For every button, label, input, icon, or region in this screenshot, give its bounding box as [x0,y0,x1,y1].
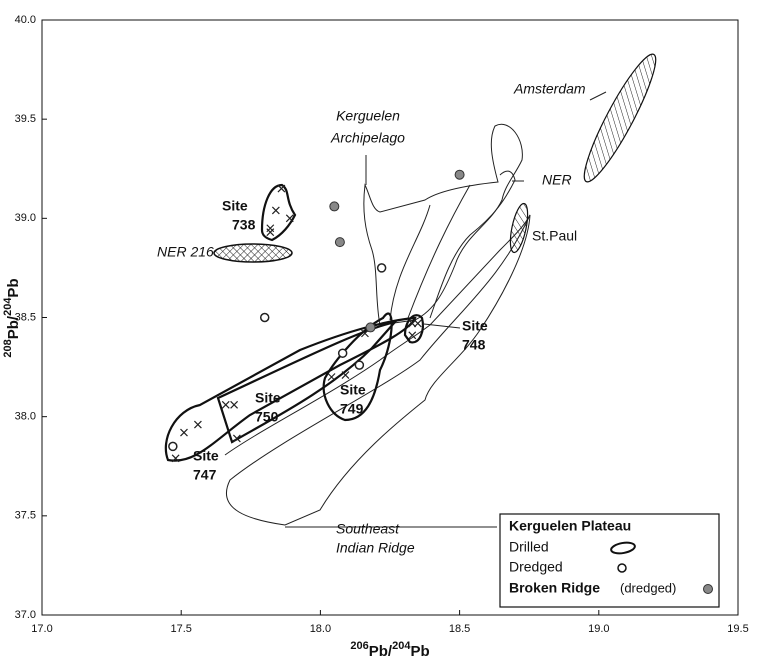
seir-field [225,214,531,526]
y-tick-label: 39.0 [15,212,36,224]
leader-lines [285,91,607,528]
site-749-field [322,312,393,422]
annotation: Site [340,382,366,398]
legend-symbol [617,563,627,573]
x-label-part: Pb [410,643,429,660]
x-tick-label: 19.0 [588,623,609,635]
dredged-point [354,360,365,370]
legend: Kerguelen Plateau Drilled Dredged Broken… [499,513,720,608]
y-tick-label: 39.5 [15,113,36,125]
y-label-part: Pb [5,278,22,297]
drilled-point [232,434,241,443]
y-tick-label: 37.5 [15,510,36,522]
drilled-point [413,319,422,328]
ner216-field [213,243,293,263]
drilled-point [171,454,180,463]
annotation: Kerguelen [336,108,400,124]
annotation: Site [193,448,219,464]
drilled-point [277,184,286,193]
legend-label: Drilled [509,539,549,555]
annotation: Southeast [336,521,400,537]
broken-ridge-point [365,322,376,333]
broken-ridge-point [334,237,345,248]
x-label-part: 204 [392,640,411,652]
annotation: 738 [232,217,256,233]
annotations: Amsterdam Kerguelen Archipelago NER St.P… [157,81,586,556]
annotation: 747 [193,467,217,483]
x-label-part: 206 [350,640,368,652]
dredged-point [259,312,270,323]
site-750-field [216,320,399,444]
annotation: NER 216 [157,244,214,260]
dredged-point [168,441,178,452]
x-tick-label: 17.0 [31,623,52,635]
x-tick-label: 18.0 [310,623,331,635]
site-738-field [260,183,297,242]
legend-box [499,513,720,608]
y-tick-label: 38.5 [15,311,36,323]
dredged-point [376,263,387,273]
y-label-part: 208 [2,339,14,357]
y-tick-label: 40.0 [15,14,36,26]
annotation: Archipelago [330,130,405,146]
y-tick-label: 38.0 [15,411,36,423]
annotation: St.Paul [532,228,577,244]
drilled-point [230,400,239,409]
drilled-point [221,400,230,409]
legend-label: Dredged [509,559,563,575]
annotation: 749 [340,401,364,417]
drilled-point [180,428,188,437]
legend-symbol [610,541,636,555]
annotation: Indian Ridge [336,540,415,556]
drilled-point [341,371,350,379]
y-label-part: 204 [2,297,14,316]
st-paul-field [509,202,529,254]
drilled-point [193,420,202,429]
annotation: Site [222,198,248,214]
x-tick-label: 19.5 [727,623,748,635]
drilled-point [327,373,336,381]
site-748-field [403,314,424,344]
annotation: Amsterdam [513,81,586,97]
legend-symbol [703,584,713,594]
drilled-point [408,319,417,328]
broken-ridge-point [454,169,465,180]
annotation: 750 [255,409,279,425]
drilled-point [271,206,280,215]
y-label-part: Pb/ [5,315,22,339]
y-tick-label: 37.0 [15,609,36,621]
fields [164,53,657,528]
y-axis-label: 208Pb/204Pb [2,278,22,357]
drilled-point [266,228,275,237]
x-axis-label: 206Pb/204Pb [350,640,429,660]
amsterdam-field [583,53,657,183]
site-747-750-field [164,316,417,462]
annotation: Site [255,390,281,406]
legend-title: Kerguelen Plateau [509,518,631,534]
drilled-point [408,331,417,340]
x-tick-label: 18.5 [449,623,470,635]
drilled-point [285,214,294,223]
x-label-part: Pb/ [369,643,393,660]
dredged-point [337,348,348,358]
kerguelen-archipelago-field [363,123,523,326]
ner-field-outline [389,170,516,321]
broken-ridge-point [329,201,340,212]
legend-note: (dredged) [620,580,676,595]
legend-label: Broken Ridge [509,580,600,596]
annotation: NER [542,172,572,188]
annotation: Site [462,318,488,334]
annotation: 748 [462,337,486,353]
x-tick-label: 17.5 [170,623,191,635]
